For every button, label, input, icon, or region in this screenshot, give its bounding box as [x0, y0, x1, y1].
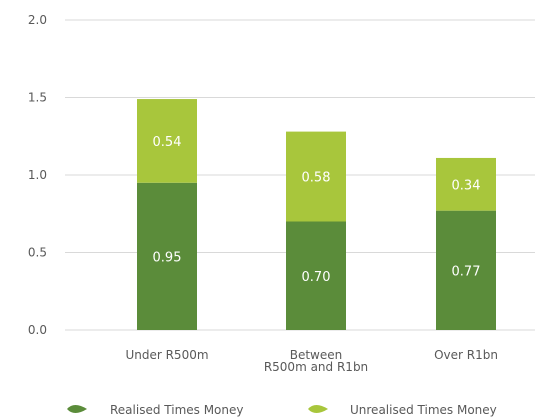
legend-marker-unrealised — [308, 405, 328, 413]
legend: Realised Times Money Unrealised Times Mon… — [67, 403, 497, 417]
data-label: 0.95 — [153, 250, 182, 265]
category-label: Over R1bn — [434, 348, 498, 362]
y-tick-label: 1.0 — [28, 168, 47, 182]
bar-segment-realised-1 — [286, 221, 346, 330]
category-label: Between — [290, 348, 343, 362]
category-label: Under R500m — [125, 348, 208, 362]
bar-segment-unrealised-1 — [286, 131, 346, 222]
legend-label-realised: Realised Times Money — [110, 403, 244, 417]
category-label: R500m and R1bn — [264, 360, 368, 374]
bar-segment-realised-0 — [137, 182, 197, 330]
data-label: 0.54 — [153, 135, 182, 150]
y-axis: 0.0 0.5 1.0 1.5 2.0 — [28, 13, 47, 337]
data-label: 0.34 — [452, 178, 481, 193]
legend-marker-realised — [67, 405, 87, 413]
bar-segment-unrealised-2 — [436, 157, 496, 211]
y-tick-label: 0.0 — [28, 323, 47, 337]
data-label: 0.58 — [302, 171, 331, 186]
data-label: 0.77 — [452, 264, 481, 279]
bar-segment-unrealised-0 — [137, 99, 197, 183]
y-tick-label: 2.0 — [28, 13, 47, 27]
y-tick-label: 0.5 — [28, 246, 47, 260]
bar-segment-realised-2 — [436, 210, 496, 330]
legend-label-unrealised: Unrealised Times Money — [350, 403, 497, 417]
data-label: 0.70 — [302, 270, 331, 285]
y-tick-label: 1.5 — [28, 91, 47, 105]
bars: 0.95 0.54 0.70 0.58 0.77 0.34 — [137, 99, 496, 330]
